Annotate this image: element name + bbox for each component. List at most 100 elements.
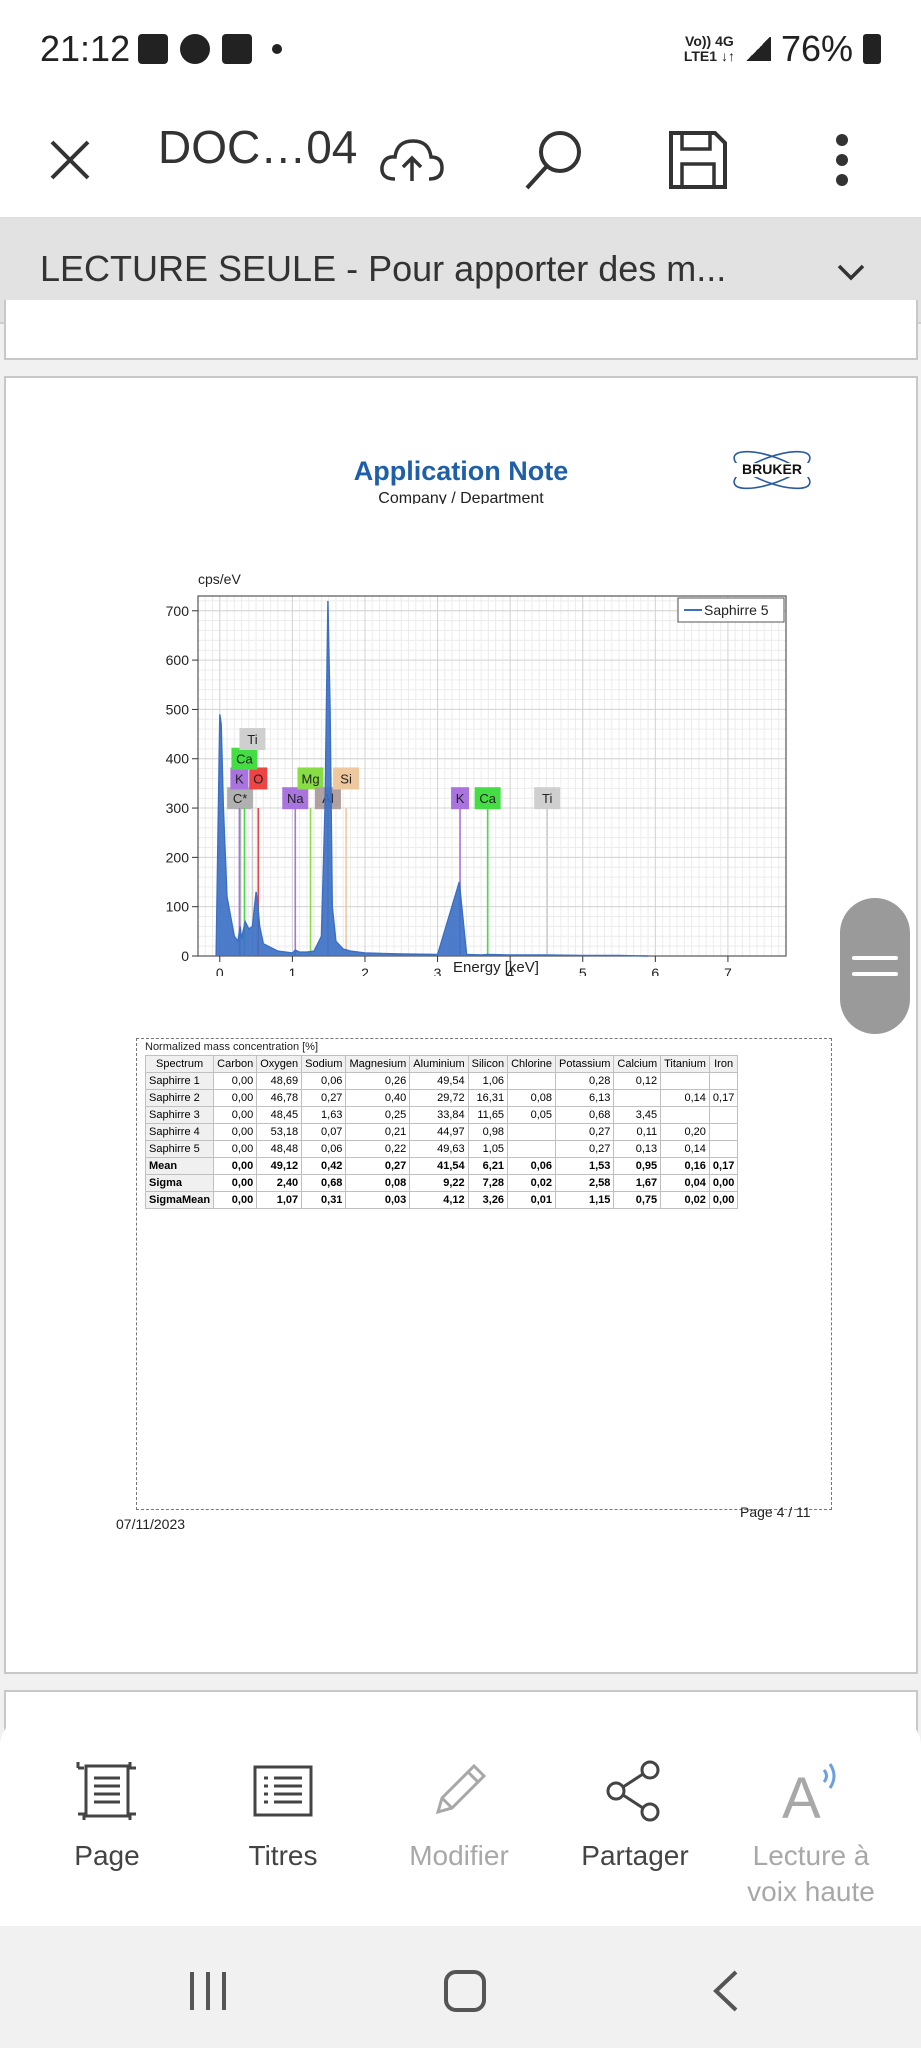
results-table-frame: Normalized mass concentration [%] Spectr… xyxy=(136,1038,832,1510)
chart-legend: Saphirre 5 xyxy=(677,597,785,623)
checkbox-icon xyxy=(222,34,252,64)
system-nav-bar xyxy=(0,1926,921,2048)
save-button[interactable] xyxy=(662,124,734,196)
upload-button[interactable] xyxy=(376,124,448,196)
table-cell: 1,07 xyxy=(256,1191,303,1209)
table-header-cell: Spectrum xyxy=(144,1055,215,1073)
chevron-down-icon[interactable] xyxy=(831,252,871,292)
page-number: Page 4 / 11 xyxy=(740,1504,811,1520)
read-aloud-button[interactable]: A Lecture à voix haute xyxy=(726,1756,896,1910)
table-cell: 49,12 xyxy=(256,1157,303,1175)
table-cell xyxy=(708,1072,739,1090)
table-cell xyxy=(708,1106,739,1124)
recent-apps-icon[interactable] xyxy=(186,1970,230,2012)
table-cell: Saphirre 1 xyxy=(144,1072,215,1090)
table-header-cell: Oxygen xyxy=(256,1055,303,1073)
x-tick-label: 7 xyxy=(724,965,732,976)
table-header-cell: Chlorine xyxy=(507,1055,557,1073)
page-button[interactable]: Page xyxy=(22,1756,192,1874)
table-cell xyxy=(708,1140,739,1158)
table-cell: 0,00 xyxy=(213,1106,258,1124)
marker-label: K xyxy=(456,791,465,806)
table-cell: 0,08 xyxy=(345,1174,411,1192)
marker-label: Si xyxy=(340,771,352,786)
document-title[interactable]: DOC…04 xyxy=(158,121,358,173)
marker-box xyxy=(227,787,254,810)
marker-box xyxy=(239,728,266,751)
table-cell: 6,13 xyxy=(555,1089,615,1107)
x-tick-label: 1 xyxy=(288,965,296,976)
share-button-label: Partager xyxy=(581,1840,689,1871)
table-cell: 48,69 xyxy=(256,1072,303,1090)
table-cell: 0,07 xyxy=(301,1123,347,1141)
table-cell: 0,03 xyxy=(345,1191,411,1209)
table-cell: 0,22 xyxy=(345,1140,411,1158)
table-row: Saphirre 5 0,00 48,48 0,06 0,22 49,63 1,05 0,27… xyxy=(144,1140,739,1158)
table-cell: SigmaMean xyxy=(144,1191,215,1209)
table-cell: 0,12 xyxy=(613,1072,662,1090)
table-row: Sigma 0,00 2,40 0,68 0,08 9,22 7,28 0,02 2,58 1,6… xyxy=(144,1174,739,1192)
home-icon[interactable] xyxy=(442,1968,488,2014)
marker-label: O xyxy=(253,771,263,786)
scroll-handle[interactable] xyxy=(840,898,910,1034)
network-line2: LTE1 ↓↑ xyxy=(683,48,735,64)
edit-button[interactable]: Modifier xyxy=(374,1756,544,1874)
table-row: Saphirre 3 0,00 48,45 1,63 0,25 33,84 11,65 0,0… xyxy=(144,1106,739,1124)
table-cell: 0,27 xyxy=(345,1157,411,1175)
search-button[interactable] xyxy=(518,124,590,196)
table-cell: 1,15 xyxy=(555,1191,615,1209)
headings-button[interactable]: Titres xyxy=(198,1756,368,1874)
table-cell: 1,53 xyxy=(555,1157,615,1175)
table-cell: 0,42 xyxy=(301,1157,347,1175)
table-row: SigmaMean 0,00 1,07 0,31 0,03 4,12 3,26 0,01 1,1… xyxy=(144,1191,739,1209)
more-options-button[interactable] xyxy=(806,124,878,196)
table-header-cell: Silicon xyxy=(467,1055,509,1073)
table-cell: 0,31 xyxy=(301,1191,347,1209)
table-header-cell: Carbon xyxy=(213,1055,258,1073)
close-button[interactable] xyxy=(34,124,106,196)
table-cell: 0,25 xyxy=(345,1106,411,1124)
table-header-cell: Calcium xyxy=(613,1055,662,1073)
table-cell xyxy=(613,1089,662,1107)
share-button[interactable]: Partager xyxy=(550,1756,720,1874)
table-cell xyxy=(507,1140,557,1158)
table-cell: 1,06 xyxy=(467,1072,509,1090)
table-cell: 11,65 xyxy=(467,1106,509,1124)
table-header-cell: Titanium xyxy=(660,1055,710,1073)
x-tick-label: 5 xyxy=(579,965,587,976)
table-cell: 0,00 xyxy=(213,1089,258,1107)
marker-box xyxy=(231,747,258,770)
table-cell: 0,26 xyxy=(345,1072,411,1090)
table-cell: 0,04 xyxy=(660,1174,710,1192)
headings-button-label: Titres xyxy=(248,1840,318,1871)
marker-box xyxy=(230,767,249,790)
table-cell: 0,14 xyxy=(660,1140,710,1158)
table-cell: 0,08 xyxy=(507,1089,557,1107)
table-header-cell: Sodium xyxy=(301,1055,347,1073)
page-icon xyxy=(76,1762,136,1820)
table-cell xyxy=(507,1123,557,1141)
x-tick-label: 0 xyxy=(216,965,224,976)
marker-box xyxy=(297,767,324,790)
read-aloud-icon: A xyxy=(782,1763,836,1824)
table-cell: 0,00 xyxy=(213,1072,258,1090)
cloud-icon xyxy=(180,34,210,64)
table-header-cell: Aluminium xyxy=(409,1055,469,1073)
table-cell: 0,00 xyxy=(213,1157,258,1175)
table-cell: 0,17 xyxy=(708,1089,739,1107)
table-cell: 2,40 xyxy=(256,1174,303,1192)
more-vert-icon xyxy=(836,134,848,186)
marker-label: K xyxy=(235,771,244,786)
y-tick-label: 400 xyxy=(166,751,190,767)
table-cell: 0,02 xyxy=(507,1174,557,1192)
table-cell: 3,45 xyxy=(613,1106,662,1124)
back-icon[interactable] xyxy=(706,1968,746,2014)
table-row: Saphirre 4 0,00 53,18 0,07 0,21 44,97 0,98 0,27… xyxy=(144,1123,739,1141)
table-row: Saphirre 1 0,00 48,69 0,06 0,26 49,54 1,06 0,28… xyxy=(144,1072,739,1090)
table-cell: 44,97 xyxy=(409,1123,469,1141)
chart-grid xyxy=(197,596,787,957)
table-cell: 0,00 xyxy=(213,1174,258,1192)
table-cell: 1,05 xyxy=(467,1140,509,1158)
y-tick-label: 300 xyxy=(166,800,190,816)
table-cell xyxy=(507,1072,557,1090)
